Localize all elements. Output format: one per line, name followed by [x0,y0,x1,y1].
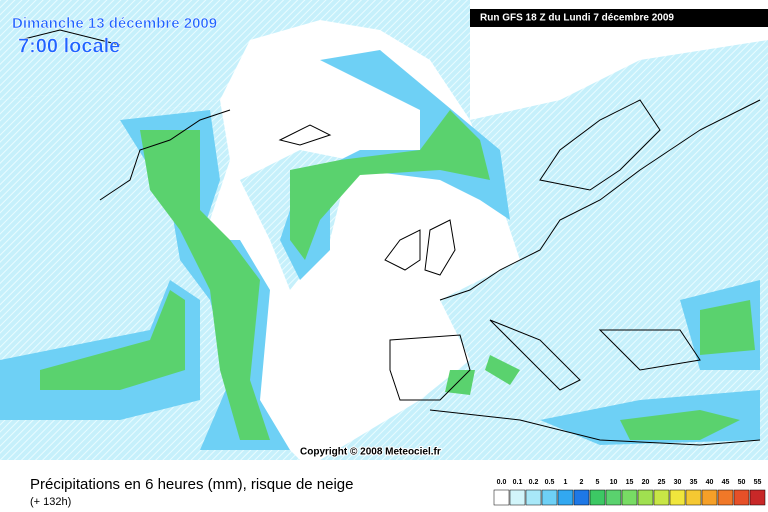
legend-label: 5 [596,479,600,486]
legend-swatch [733,489,750,506]
legend-label: 10 [610,479,618,486]
footer-title: Précipitations en 6 heures (mm), risque … [30,476,354,493]
legend-label: 50 [738,479,746,486]
legend-label: 20 [642,479,650,486]
run-text: Run GFS 18 Z du Lundi 7 décembre 2009 [480,13,674,24]
legend-swatch [509,489,526,506]
run-banner [470,9,768,27]
date: Dimanche 13 décembre 2009 [12,15,217,32]
time: 7:00 locale [18,35,120,57]
legend-label: 0.0 [497,479,507,486]
legend-swatch [541,489,558,506]
legend-swatch [557,489,574,506]
legend-swatch [493,489,510,506]
legend-label: 1 [564,479,568,486]
legend-swatch [749,489,766,506]
legend-label: 0.5 [545,479,555,486]
coastlines [19,29,761,446]
legend-swatch [717,489,734,506]
legend-label: 2 [580,479,584,486]
legend-swatch [637,489,654,506]
legend-label: 0.1 [513,479,523,486]
legend-swatch [525,489,542,506]
precip-heavy [40,110,755,440]
legend-swatch [669,489,686,506]
legend-label: 40 [706,479,714,486]
legend-label: 55 [754,479,762,486]
legend-label: 15 [626,479,634,486]
legend-swatch [605,489,622,506]
legend-label: 45 [722,479,730,486]
legend-swatch [685,489,702,506]
legend-label: 35 [690,479,698,486]
legend-swatch [573,489,590,506]
legend-swatch [653,489,670,506]
legend-label: 30 [674,479,682,486]
legend-swatch [701,489,718,506]
legend: 0.0 0.1 0.2 0.5 1 2 5 10 15 20 25 30 35 40 45 50 55 [493,479,766,506]
legend-label: 0.2 [529,479,539,486]
legend-label: 25 [658,479,666,486]
legend-swatch [589,489,606,506]
legend-swatch [621,489,638,506]
copyright: Copyright © 2008 Meteociel.fr [300,447,441,458]
forecast-lead: (+ 132h) [30,496,71,508]
